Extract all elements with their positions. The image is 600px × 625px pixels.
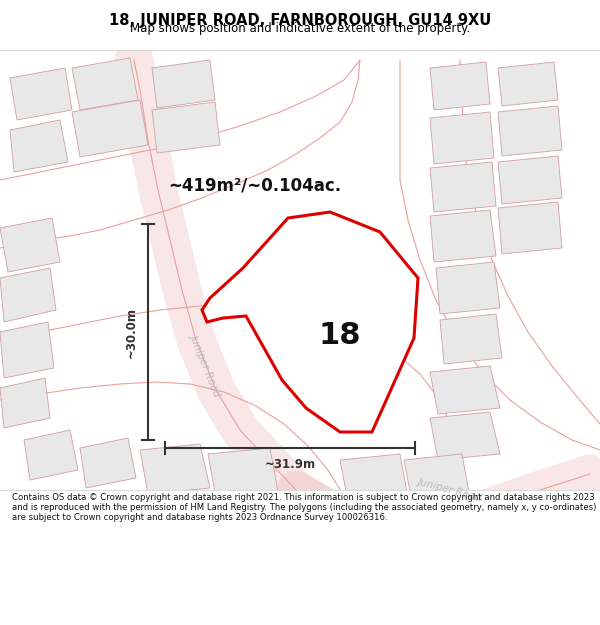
- Polygon shape: [140, 444, 210, 494]
- Text: Juniper Road: Juniper Road: [189, 332, 223, 398]
- Polygon shape: [430, 162, 496, 212]
- Polygon shape: [498, 202, 562, 254]
- Polygon shape: [498, 156, 562, 204]
- Text: 18, JUNIPER ROAD, FARNBOROUGH, GU14 9XU: 18, JUNIPER ROAD, FARNBOROUGH, GU14 9XU: [109, 12, 491, 28]
- Polygon shape: [208, 448, 278, 498]
- Polygon shape: [430, 412, 500, 460]
- Text: Map shows position and indicative extent of the property.: Map shows position and indicative extent…: [130, 22, 470, 35]
- Polygon shape: [0, 378, 50, 428]
- Polygon shape: [24, 430, 78, 480]
- Text: ~31.9m: ~31.9m: [265, 458, 316, 471]
- Text: Juniper Road: Juniper Road: [417, 477, 483, 503]
- Polygon shape: [80, 438, 136, 488]
- Polygon shape: [340, 454, 408, 502]
- Polygon shape: [0, 218, 60, 272]
- Polygon shape: [152, 60, 215, 108]
- Polygon shape: [72, 58, 138, 110]
- Polygon shape: [436, 262, 500, 314]
- Polygon shape: [430, 112, 494, 164]
- Polygon shape: [72, 100, 148, 157]
- Polygon shape: [10, 68, 72, 120]
- Polygon shape: [0, 322, 54, 378]
- Text: ~419m²/~0.104ac.: ~419m²/~0.104ac.: [168, 176, 341, 194]
- Text: Contains OS data © Crown copyright and database right 2021. This information is : Contains OS data © Crown copyright and d…: [12, 492, 596, 522]
- Polygon shape: [430, 210, 496, 262]
- Text: 18: 18: [319, 321, 361, 349]
- Polygon shape: [0, 268, 56, 322]
- Polygon shape: [404, 454, 470, 502]
- Text: ~30.0m: ~30.0m: [125, 306, 138, 358]
- Polygon shape: [430, 366, 500, 414]
- Polygon shape: [202, 212, 418, 432]
- Polygon shape: [498, 106, 562, 156]
- Polygon shape: [430, 62, 490, 110]
- Polygon shape: [440, 314, 502, 364]
- Polygon shape: [498, 62, 558, 106]
- Polygon shape: [10, 120, 68, 172]
- Polygon shape: [152, 102, 220, 153]
